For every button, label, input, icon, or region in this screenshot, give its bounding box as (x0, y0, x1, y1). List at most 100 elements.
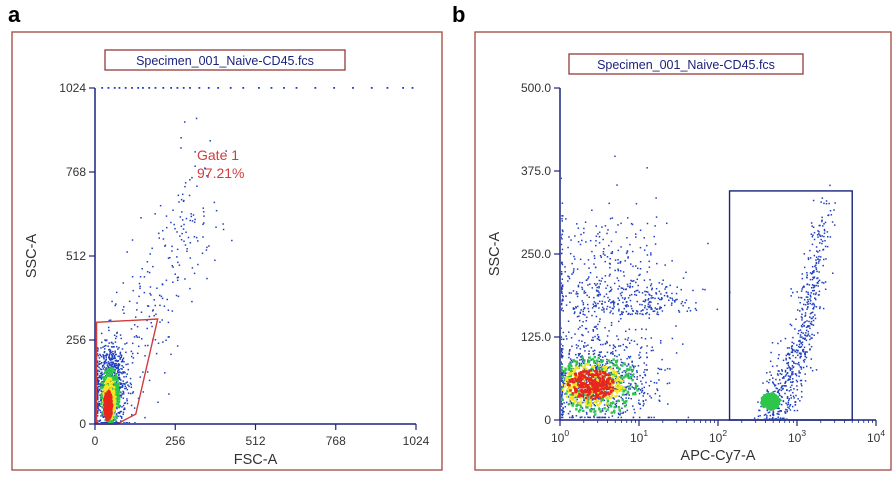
event-dot (774, 397, 778, 400)
event-dot (774, 390, 776, 393)
event-dot (565, 401, 568, 404)
event-dot (702, 288, 704, 291)
event-dot (164, 372, 166, 374)
event-dot (598, 384, 601, 387)
event-dot (582, 374, 586, 378)
event-dot (763, 397, 766, 400)
event-dot (163, 305, 166, 307)
event-dot (593, 352, 596, 355)
event-dot (795, 349, 798, 351)
event-dot (117, 367, 120, 370)
event-dot (819, 259, 821, 261)
event-dot (608, 386, 612, 389)
event-dot (584, 327, 587, 330)
event-dot (112, 350, 114, 353)
event-dot (96, 370, 99, 372)
event-dot (642, 395, 644, 397)
event-dot (646, 167, 648, 169)
event-dot (625, 394, 628, 396)
event-dot (126, 381, 129, 383)
event-dot (106, 373, 109, 376)
event-dot (618, 378, 621, 382)
event-dot (574, 258, 576, 260)
event-dot (605, 383, 608, 386)
event-dot (779, 417, 782, 419)
event-dot (592, 350, 594, 352)
event-dot (807, 257, 810, 259)
event-dot (561, 361, 562, 363)
event-dot (658, 290, 661, 293)
chart-title: Specimen_001_Naive-CD45.fcs (597, 58, 775, 72)
event-dot (594, 305, 596, 307)
event-dot (121, 360, 124, 363)
event-dot (635, 265, 637, 267)
event-dot (575, 306, 577, 308)
event-dot (777, 390, 779, 393)
event-dot (606, 382, 610, 385)
event-dot (165, 226, 168, 229)
event-dot (612, 373, 615, 377)
event-dot (778, 370, 780, 372)
event-dot (617, 279, 620, 282)
event-dot (565, 295, 567, 297)
event-dot (608, 202, 610, 205)
event-dot (102, 376, 105, 379)
event-dot (793, 409, 796, 412)
event-dot (576, 398, 578, 401)
event-dot (803, 266, 806, 269)
event-dot (108, 413, 111, 416)
event-dot (593, 416, 595, 419)
event-dot (113, 392, 116, 395)
event-dot (113, 382, 116, 385)
event-dot (572, 270, 575, 272)
event-dot (603, 399, 606, 402)
event-dot (117, 404, 121, 407)
event-dot (627, 363, 630, 365)
event-dot (561, 363, 562, 365)
event-dot (152, 309, 155, 311)
event-dot (595, 384, 598, 387)
event-dot (100, 341, 103, 344)
event-dot (614, 389, 617, 393)
event-dot (113, 372, 116, 374)
event-dot (812, 302, 814, 305)
event-dot (642, 309, 644, 311)
event-dot (586, 387, 589, 390)
event-dot (632, 365, 635, 368)
event-dot (129, 377, 132, 380)
event-dot (561, 354, 563, 357)
event-dot (98, 383, 101, 385)
event-dot (561, 356, 563, 358)
y-tick-label: 375.0 (521, 164, 551, 178)
event-dot (800, 379, 803, 382)
event-dot (769, 418, 772, 419)
event-dot (627, 305, 630, 307)
event-dot (575, 291, 578, 293)
event-dot (576, 385, 580, 388)
event-dot (147, 305, 150, 307)
event-dot (601, 303, 604, 305)
event-dot (184, 121, 186, 123)
event-dot (130, 350, 133, 353)
event-dot (101, 380, 103, 383)
event-dot (574, 379, 577, 382)
event-dot (659, 306, 661, 308)
event-dot (561, 380, 562, 383)
event-dot (108, 358, 111, 360)
event-dot (685, 271, 687, 274)
event-dot (766, 418, 768, 419)
event-dot (579, 359, 581, 361)
event-dot (101, 384, 103, 386)
event-dot (786, 404, 789, 406)
event-dot (111, 361, 113, 363)
event-dot (590, 381, 593, 385)
event-dot (639, 356, 642, 358)
event-dot (586, 376, 589, 380)
event-dot (590, 339, 593, 341)
event-dot (595, 370, 599, 373)
event-dot (584, 368, 588, 372)
event-dot (111, 378, 115, 381)
event-dot (815, 259, 817, 261)
event-dot (109, 396, 113, 400)
event-dot (790, 381, 792, 383)
